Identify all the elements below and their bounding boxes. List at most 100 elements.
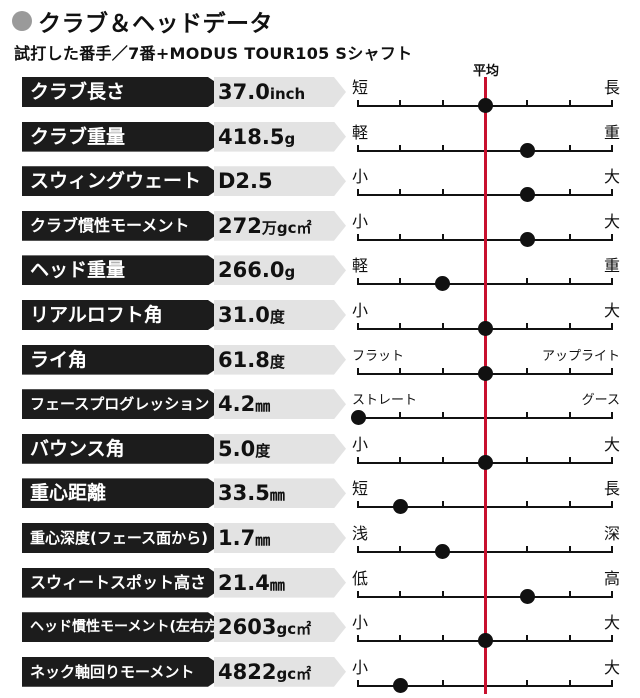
scale-tick xyxy=(399,100,402,107)
scale-left-label: 小 xyxy=(352,167,369,187)
data-row: スウィートスポット高さ 21.4㎜ 低 高 xyxy=(0,565,640,609)
scale-tick xyxy=(568,323,571,330)
row-value: 21.4 xyxy=(218,570,270,595)
scale-tick xyxy=(399,546,402,553)
scale-marker xyxy=(477,321,493,336)
row-unit: ㎜ xyxy=(255,531,271,549)
row-label: ライ角 xyxy=(30,348,88,371)
scale-tick xyxy=(357,635,359,643)
row-value: 418.5 xyxy=(218,124,285,149)
scale-left-label: 小 xyxy=(352,434,369,454)
row-scale: 短長 xyxy=(350,475,620,519)
row-label: ヘッド慣性モーメント(左右方向) xyxy=(30,619,239,636)
row-value-wrap: 33.5㎜ xyxy=(218,478,285,508)
scale-left-label: 小 xyxy=(352,657,369,677)
row-value: 33.5 xyxy=(218,481,270,506)
row-unit: g xyxy=(284,129,296,148)
scale-tick xyxy=(357,233,359,241)
row-label: ヘッド重量 xyxy=(30,259,126,282)
scale-tick xyxy=(611,456,613,464)
row-label-box: 重心距離 xyxy=(22,478,230,509)
scale-tick xyxy=(399,412,402,420)
row-unit: gc㎡ xyxy=(276,664,312,683)
row-value-box: 4822gc㎡ xyxy=(214,656,346,687)
row-scale: 小大 xyxy=(350,609,620,653)
row-label-box: スウィングウェート xyxy=(22,166,230,197)
scale-tick xyxy=(611,590,613,598)
data-row: 重心距離 33.5㎜ 短長 xyxy=(0,475,640,519)
row-value-wrap: 37.0inch xyxy=(218,77,305,107)
scale-right-label: 大 xyxy=(603,167,620,187)
row-value: 31.0 xyxy=(218,303,270,327)
scale-tick xyxy=(526,367,529,375)
row-value-box: 31.0度 xyxy=(214,300,346,330)
row-unit: 度 xyxy=(269,352,285,371)
row-unit: 度 xyxy=(269,308,285,326)
row-label-box: クラブ長さ xyxy=(22,77,230,107)
scale-left-label: 低 xyxy=(352,568,369,588)
scale-tick xyxy=(568,367,571,375)
scale-tick xyxy=(357,456,359,464)
row-unit: ㎜ xyxy=(269,575,285,594)
row-label: スウィートスポット高さ xyxy=(30,572,207,592)
page-subtitle: 試打した番手／7番+MODUS TOUR105 Sシャフト xyxy=(14,44,413,63)
scale-tick xyxy=(357,278,359,286)
scale-tick xyxy=(526,456,529,464)
data-row: ネック軸回りモーメント 4822gc㎡ 小 大 xyxy=(0,654,640,698)
scale-marker xyxy=(350,410,366,426)
row-value: 272 xyxy=(218,213,262,238)
row-value-wrap: 4.2㎜ xyxy=(218,389,270,419)
row-unit: inch xyxy=(269,85,306,103)
scale-tick xyxy=(441,679,444,687)
scale-tick xyxy=(357,189,359,197)
scale-tick xyxy=(441,189,444,197)
row-value-box: 4.2㎜ xyxy=(214,389,346,420)
row-scale: 小大 xyxy=(350,431,620,475)
scale-marker xyxy=(392,677,408,693)
row-value-box: 5.0度 xyxy=(214,433,346,464)
scale-tick xyxy=(568,278,571,286)
scale-tick xyxy=(611,635,613,643)
row-value-box: 272万gc㎡ xyxy=(214,210,346,241)
scale-tick xyxy=(441,323,444,330)
scale-tick xyxy=(526,679,529,687)
row-unit: gc㎡ xyxy=(276,620,312,639)
row-value: 1.7 xyxy=(218,526,256,550)
row-value: 61.8 xyxy=(218,347,270,372)
scale-tick xyxy=(568,590,571,598)
scale-tick xyxy=(441,412,444,420)
scale-left-label: 小 xyxy=(352,613,369,633)
title: クラブ＆ヘッドデータ xyxy=(12,6,273,37)
data-row: クラブ長さ 37.0inch 短長 xyxy=(0,74,640,118)
scale-tick xyxy=(399,323,402,330)
row-label-box: ヘッド重量 xyxy=(22,255,230,286)
row-label-box: フェースプログレッション xyxy=(22,389,230,420)
row-label: フェースプログレッション xyxy=(30,395,210,414)
row-unit: 万gc㎡ xyxy=(261,218,312,237)
scale-tick xyxy=(399,635,402,643)
row-value-box: 37.0inch xyxy=(214,77,346,107)
row-value: 266.0 xyxy=(218,258,285,283)
scale-left-label: 小 xyxy=(352,301,369,320)
row-label: 重心深度(フェース面から) xyxy=(30,529,208,547)
row-value: 4.2 xyxy=(218,392,256,417)
scale-tick xyxy=(526,100,529,107)
row-label-box: ヘッド慣性モーメント(左右方向) xyxy=(22,612,230,643)
scale-tick xyxy=(357,323,359,330)
scale-tick xyxy=(568,679,571,687)
row-label: バウンス角 xyxy=(30,437,125,460)
row-value: D2.5 xyxy=(218,169,273,194)
scale-tick xyxy=(611,367,613,375)
data-row: 重心深度(フェース面から) 1.7㎜ 浅 深 xyxy=(0,520,640,564)
row-value-wrap: 31.0度 xyxy=(218,300,285,330)
row-value-wrap: 5.0度 xyxy=(218,434,270,464)
row-label: クラブ長さ xyxy=(30,81,126,103)
row-value-wrap: 272万gc㎡ xyxy=(218,211,311,241)
scale-right-label: アップライト xyxy=(541,348,620,364)
scale-marker xyxy=(392,499,408,515)
scale-tick xyxy=(357,100,359,107)
scale-tick xyxy=(611,233,613,241)
data-row: ヘッド重量 266.0g 軽 重 xyxy=(0,252,640,296)
data-row: リアルロフト角 31.0度小大 xyxy=(0,297,640,341)
